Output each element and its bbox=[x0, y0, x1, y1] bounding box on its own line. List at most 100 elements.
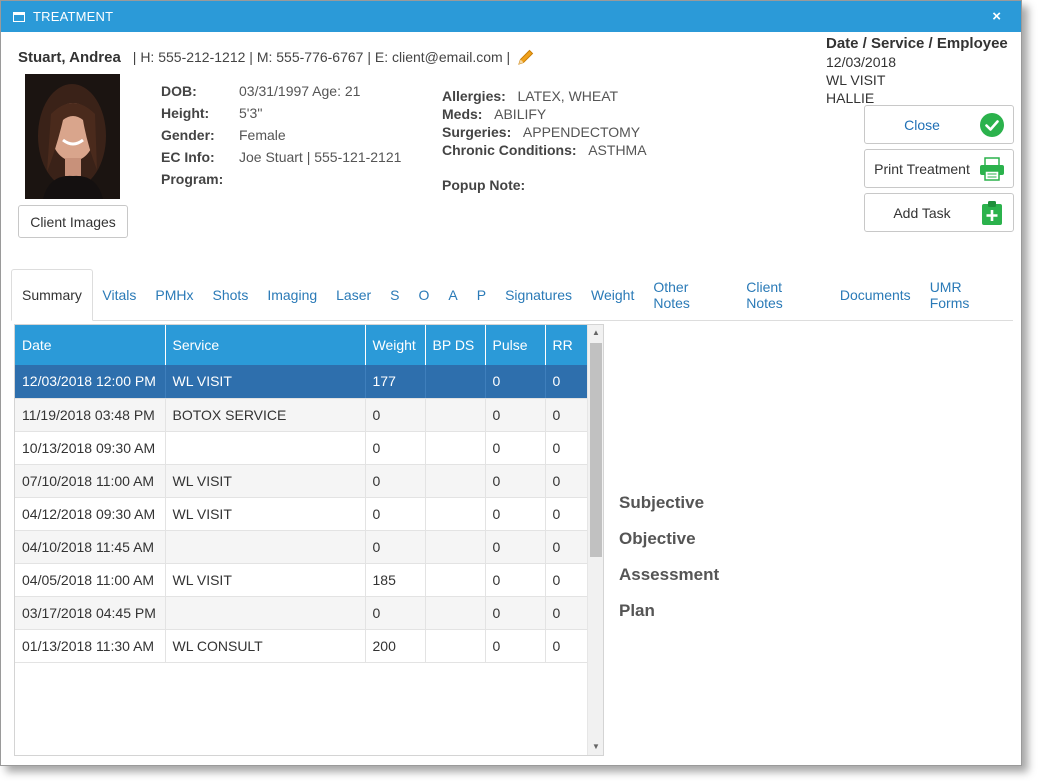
vitals-grid: Date Service Weight BP DS Pulse RR 12/03/2018… bbox=[14, 324, 604, 756]
table-row[interactable]: 04/12/2018 09:30 AM WL VISIT 0 0 0 bbox=[15, 497, 590, 531]
close-icon[interactable]: × bbox=[992, 8, 1001, 25]
table-cell: 0 bbox=[545, 629, 590, 663]
allergies-value: LATEX, WHEAT bbox=[517, 88, 619, 104]
scroll-thumb[interactable] bbox=[590, 343, 602, 557]
table-cell: 07/10/2018 11:00 AM bbox=[15, 464, 166, 498]
table-cell bbox=[425, 497, 486, 531]
client-photo bbox=[25, 74, 120, 199]
column-header-rr[interactable]: RR bbox=[545, 325, 590, 365]
table-cell: 0 bbox=[365, 431, 426, 465]
dob-value: 03/31/1997 Age: 21 bbox=[239, 83, 361, 99]
print-treatment-label: Print Treatment bbox=[874, 160, 970, 177]
tab-signatures[interactable]: Signatures bbox=[505, 286, 573, 303]
tab-documents[interactable]: Documents bbox=[839, 286, 911, 303]
table-row[interactable]: 10/13/2018 09:30 AM 0 0 0 bbox=[15, 431, 590, 465]
table-cell bbox=[425, 596, 486, 630]
tab-s[interactable]: S bbox=[390, 286, 400, 303]
demographics: DOB: 03/31/1997 Age: 21 Height: 5'3'' Gend… bbox=[161, 80, 401, 190]
column-header-pulse[interactable]: Pulse bbox=[485, 325, 546, 365]
visit-info-header: Date / Service / Employee bbox=[826, 35, 1008, 52]
table-cell: 04/12/2018 09:30 AM bbox=[15, 497, 166, 531]
table-cell: 0 bbox=[485, 365, 546, 399]
table-cell: 0 bbox=[485, 596, 546, 630]
height-value: 5'3'' bbox=[239, 105, 263, 121]
tab-laser[interactable]: Laser bbox=[336, 286, 372, 303]
tab-umr-forms[interactable]: UMR Forms bbox=[929, 278, 970, 311]
table-cell: WL VISIT bbox=[165, 464, 366, 498]
soap-objective: Objective bbox=[619, 529, 696, 548]
tab-a[interactable]: A bbox=[448, 286, 458, 303]
table-cell: BOTOX SERVICE bbox=[165, 398, 366, 432]
table-cell bbox=[425, 398, 486, 432]
printer-icon bbox=[979, 156, 1005, 182]
tab-vitals[interactable]: Vitals bbox=[102, 286, 137, 303]
column-header-service[interactable]: Service bbox=[165, 325, 366, 365]
table-row[interactable]: 11/19/2018 03:48 PM BOTOX SERVICE 0 0 0 bbox=[15, 398, 590, 432]
table-cell: 10/13/2018 09:30 AM bbox=[15, 431, 166, 465]
client-header: Stuart, Andrea | H: 555-212-1212 | M: 55… bbox=[18, 47, 536, 67]
table-cell: 04/10/2018 11:45 AM bbox=[15, 530, 166, 564]
table-cell: 0 bbox=[485, 464, 546, 498]
client-images-button[interactable]: Client Images bbox=[18, 205, 128, 238]
medical-info: Allergies: LATEX, WHEAT Meds: ABILIFY Su… bbox=[442, 87, 647, 196]
table-cell: 177 bbox=[365, 365, 426, 399]
table-row[interactable]: 03/17/2018 04:45 PM 0 0 0 bbox=[15, 596, 590, 630]
scroll-up-arrow-icon[interactable]: ▲ bbox=[592, 328, 600, 337]
soap-summary: Subjective Objective Assessment Plan bbox=[619, 485, 719, 629]
tab-pmhx[interactable]: PMHx bbox=[155, 286, 194, 303]
ec-info-label: EC Info: bbox=[161, 149, 215, 165]
allergies-label: Allergies: bbox=[442, 88, 506, 104]
table-cell: 0 bbox=[485, 398, 546, 432]
table-cell: 11/19/2018 03:48 PM bbox=[15, 398, 166, 432]
print-treatment-button[interactable]: Print Treatment bbox=[864, 149, 1014, 188]
table-cell: WL VISIT bbox=[165, 497, 366, 531]
column-header-weight[interactable]: Weight bbox=[365, 325, 426, 365]
table-row[interactable]: 01/13/2018 11:30 AM WL CONSULT 200 0 0 bbox=[15, 629, 590, 663]
table-cell: 0 bbox=[485, 431, 546, 465]
table-row[interactable]: 04/10/2018 11:45 AM 0 0 0 bbox=[15, 530, 590, 564]
add-task-button[interactable]: Add Task bbox=[864, 193, 1014, 232]
table-cell bbox=[425, 431, 486, 465]
scroll-down-arrow-icon[interactable]: ▼ bbox=[592, 742, 600, 751]
table-cell bbox=[425, 563, 486, 597]
column-header-date[interactable]: Date bbox=[15, 325, 166, 365]
grid-header-row: Date Service Weight BP DS Pulse RR bbox=[15, 325, 590, 365]
table-cell: 0 bbox=[545, 563, 590, 597]
table-cell: WL CONSULT bbox=[165, 629, 366, 663]
table-row[interactable]: 04/05/2018 11:00 AM WL VISIT 185 0 0 bbox=[15, 563, 590, 597]
column-header-bp-ds[interactable]: BP DS bbox=[425, 325, 486, 365]
table-cell: 0 bbox=[545, 431, 590, 465]
meds-value: ABILIFY bbox=[494, 106, 547, 122]
client-contact: | H: 555-212-1212 | M: 555-776-6767 | E:… bbox=[132, 49, 511, 65]
tab-other-notes[interactable]: Other Notes bbox=[653, 278, 690, 311]
table-row[interactable]: 12/03/2018 12:00 PM WL VISIT 177 0 0 bbox=[15, 365, 590, 399]
tab-weight[interactable]: Weight bbox=[591, 286, 635, 303]
tab-shots[interactable]: Shots bbox=[212, 286, 249, 303]
table-cell bbox=[425, 530, 486, 564]
surgeries-label: Surgeries: bbox=[442, 124, 512, 140]
pencil-edit-icon[interactable] bbox=[516, 47, 536, 67]
tab-bar: Summary Vitals PMHx Shots Imaging Laser S O A P Si… bbox=[11, 269, 1013, 321]
add-task-label: Add Task bbox=[893, 204, 951, 221]
tab-p[interactable]: P bbox=[476, 286, 487, 303]
table-cell bbox=[425, 365, 486, 399]
close-button[interactable]: Close bbox=[864, 105, 1014, 144]
table-cell: 0 bbox=[545, 464, 590, 498]
table-cell bbox=[165, 530, 366, 564]
table-cell: 04/05/2018 11:00 AM bbox=[15, 563, 166, 597]
check-circle-icon bbox=[979, 112, 1005, 138]
tab-client-notes[interactable]: Client Notes bbox=[746, 278, 783, 311]
table-cell: 0 bbox=[365, 530, 426, 564]
soap-subjective: Subjective bbox=[619, 493, 705, 512]
surgeries-value: APPENDECTOMY bbox=[522, 124, 641, 140]
visit-date: 12/03/2018 bbox=[826, 54, 897, 70]
table-cell bbox=[165, 596, 366, 630]
visit-employee: HALLIE bbox=[826, 90, 875, 106]
table-cell: 01/13/2018 11:30 AM bbox=[15, 629, 166, 663]
table-cell: 0 bbox=[545, 497, 590, 531]
grid-scrollbar[interactable]: ▲ ▼ bbox=[587, 325, 603, 755]
tab-summary[interactable]: Summary bbox=[11, 269, 93, 321]
tab-o[interactable]: O bbox=[418, 286, 430, 303]
tab-imaging[interactable]: Imaging bbox=[267, 286, 318, 303]
table-row[interactable]: 07/10/2018 11:00 AM WL VISIT 0 0 0 bbox=[15, 464, 590, 498]
